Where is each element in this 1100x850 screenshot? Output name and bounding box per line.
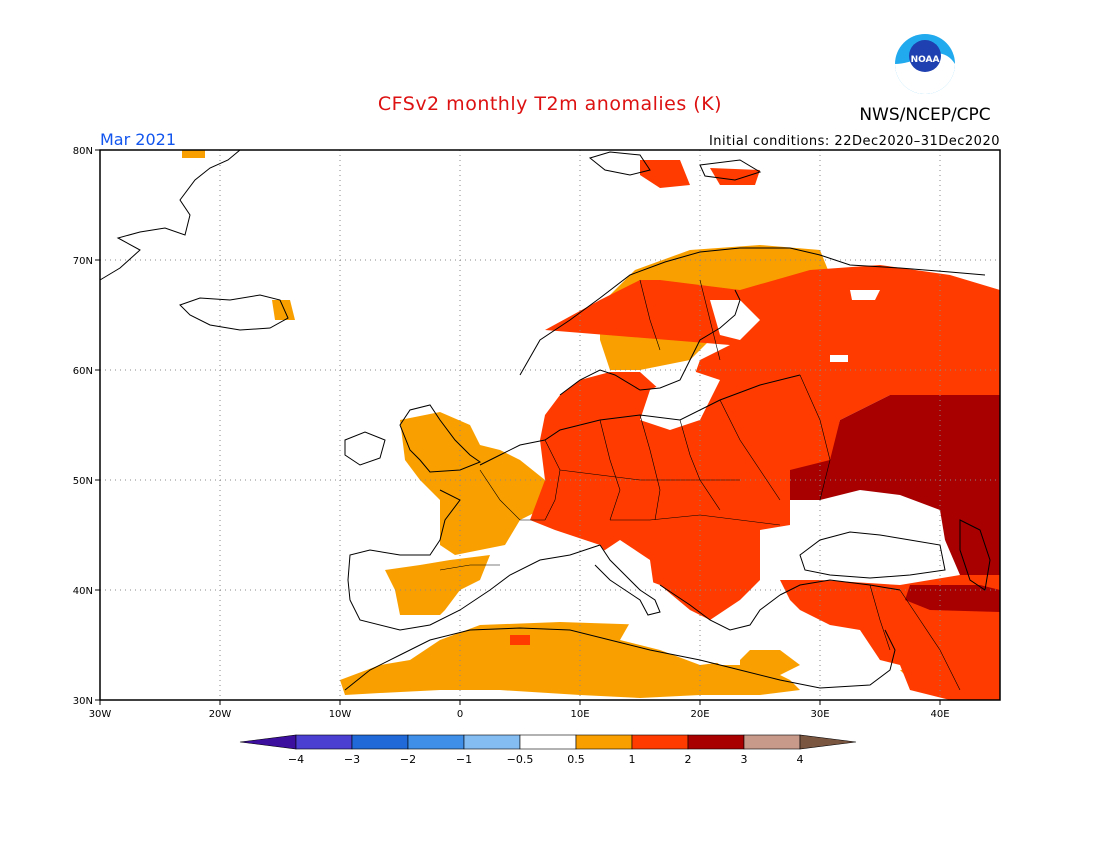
noaa-logo-text: NOAA bbox=[911, 55, 940, 65]
colorbar-swatch bbox=[239, 734, 297, 750]
colorbar-label: 3 bbox=[741, 753, 748, 766]
map-panel: 30W 20W 10W 0 10E 20E 30E 40E 30N 40N 50… bbox=[73, 146, 1001, 720]
coastlines bbox=[99, 149, 991, 691]
lon-label: 10W bbox=[329, 709, 352, 720]
colorbar-label: 0.5 bbox=[567, 753, 585, 766]
lat-label: 60N bbox=[73, 366, 93, 377]
map-frame bbox=[99, 149, 1001, 701]
colorbar-swatch bbox=[631, 734, 689, 750]
lat-label: 40N bbox=[73, 586, 93, 597]
colorbar-labels: −4 −3 −2 −1 −0.5 0.5 1 2 3 4 bbox=[288, 753, 804, 766]
lat-label: 80N bbox=[73, 146, 93, 157]
colorbar-label: −4 bbox=[288, 753, 304, 766]
forecast-month: Mar 2021 bbox=[100, 130, 176, 149]
colorbar-label: 1 bbox=[629, 753, 636, 766]
lon-label: 30W bbox=[89, 709, 112, 720]
latitude-labels: 30N 40N 50N 60N 70N 80N bbox=[73, 146, 93, 707]
colorbar-swatches bbox=[239, 734, 857, 750]
colorbar-label: −2 bbox=[400, 753, 416, 766]
lat-label: 70N bbox=[73, 256, 93, 267]
colorbar-swatch bbox=[743, 734, 801, 750]
colorbar-label: 2 bbox=[685, 753, 692, 766]
lon-label: 0 bbox=[457, 709, 463, 720]
colorbar-swatch bbox=[687, 734, 745, 750]
colorbar-swatch bbox=[799, 734, 857, 750]
colorbar-swatch bbox=[575, 734, 633, 750]
country-borders bbox=[439, 279, 961, 691]
colorbar-swatch bbox=[351, 734, 409, 750]
colorbar-swatch bbox=[519, 734, 577, 750]
lon-label: 20W bbox=[209, 709, 232, 720]
initial-conditions: Initial conditions: 22Dec2020–31Dec2020 bbox=[709, 134, 1000, 149]
lon-label: 20E bbox=[690, 709, 709, 720]
noaa-logo: NOAA bbox=[895, 34, 955, 94]
lat-label: 50N bbox=[73, 476, 93, 487]
lon-label: 10E bbox=[570, 709, 589, 720]
colorbar-label: 4 bbox=[797, 753, 804, 766]
colorbar-label: −3 bbox=[344, 753, 360, 766]
map-title: CFSv2 monthly T2m anomalies (K) bbox=[378, 93, 722, 115]
longitude-labels: 30W 20W 10W 0 10E 20E 30E 40E bbox=[89, 709, 950, 720]
colorbar: −4 −3 −2 −1 −0.5 0.5 1 2 3 4 bbox=[239, 734, 857, 766]
colorbar-swatch bbox=[407, 734, 465, 750]
colorbar-swatch bbox=[463, 734, 521, 750]
anomaly-shading-2-3 bbox=[790, 395, 1000, 612]
colorbar-swatch bbox=[295, 734, 353, 750]
agency-label: NWS/NCEP/CPC bbox=[859, 105, 990, 125]
colorbar-label: −1 bbox=[456, 753, 472, 766]
colorbar-label: −0.5 bbox=[507, 753, 534, 766]
lon-label: 40E bbox=[930, 709, 949, 720]
axis-ticks bbox=[95, 149, 941, 705]
lon-label: 30E bbox=[810, 709, 829, 720]
lat-label: 30N bbox=[73, 696, 93, 707]
